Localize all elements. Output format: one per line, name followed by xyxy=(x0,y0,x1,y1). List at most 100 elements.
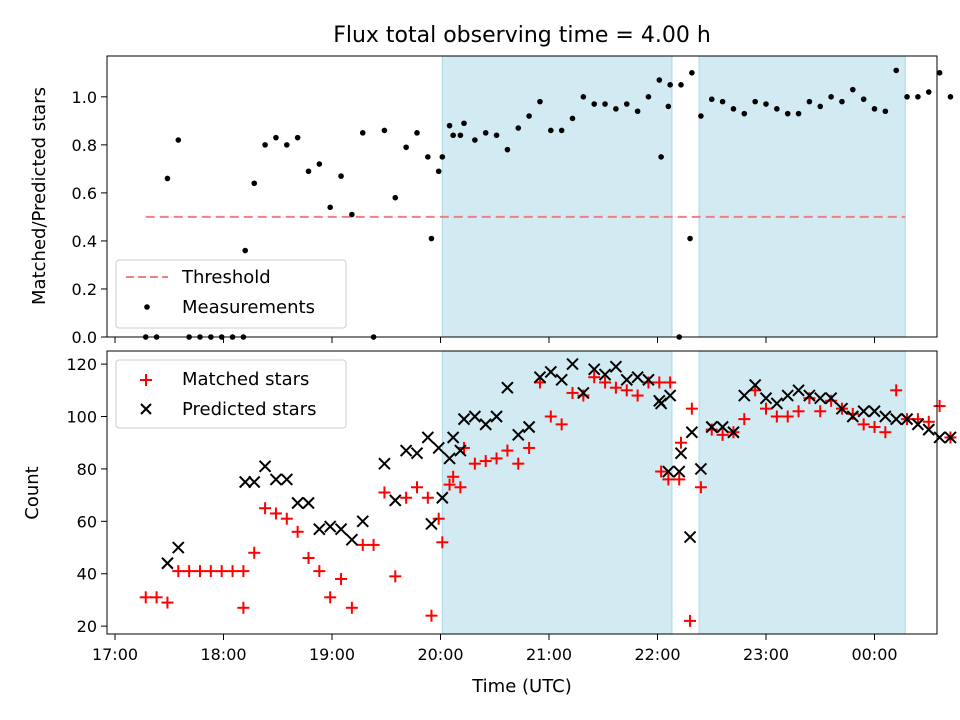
predicted-stars-point xyxy=(555,373,568,387)
measurement-point xyxy=(558,127,565,134)
matched-stars-point xyxy=(183,565,196,578)
measurement-point xyxy=(665,103,672,110)
measurement-point xyxy=(446,122,453,129)
predicted-stars-point xyxy=(577,386,590,400)
predicted-stars-point xyxy=(598,368,612,381)
measurement-point xyxy=(817,103,824,110)
legend-threshold-label: Threshold xyxy=(181,267,271,288)
measurement-point xyxy=(904,94,910,100)
predicted-stars-point xyxy=(522,420,536,434)
predicted-stars-point xyxy=(313,522,326,536)
predicted-stars-point xyxy=(238,475,252,489)
measurement-point xyxy=(316,161,323,167)
y-tick-label: 0.0 xyxy=(72,328,97,347)
predicted-stars-point xyxy=(654,397,668,410)
predicted-stars-point xyxy=(356,515,369,528)
measurement-point xyxy=(658,154,664,160)
matched-stars-point xyxy=(248,546,261,559)
predicted-stars-point xyxy=(716,420,729,434)
matched-stars-point xyxy=(588,371,601,384)
predicted-stars-point xyxy=(900,412,914,426)
matched-stars-point xyxy=(781,410,794,423)
x-tick-label: 18:00 xyxy=(200,645,246,664)
measurement-point xyxy=(708,96,715,103)
predicted-stars-point xyxy=(781,389,794,402)
predicted-stars-point xyxy=(446,431,460,444)
predicted-stars-point xyxy=(378,457,391,470)
predicted-stars-point xyxy=(944,431,957,444)
y-tick-label: 0.4 xyxy=(72,232,97,251)
matched-stars-point xyxy=(544,410,557,423)
measurement-point xyxy=(784,110,791,117)
matched-stars-point xyxy=(694,481,707,494)
legend-measurements-label: Measurements xyxy=(182,297,315,318)
observing-window-2 xyxy=(698,55,906,338)
measurement-point xyxy=(698,113,704,119)
measurement-point xyxy=(548,127,554,134)
predicted-stars-point xyxy=(694,462,708,476)
matched-stars-point xyxy=(389,570,402,583)
x-tick-label: 00:00 xyxy=(851,645,897,664)
predicted-stars-point xyxy=(501,381,514,394)
predicted-stars-point xyxy=(631,370,644,384)
predicted-stars-point xyxy=(399,444,413,457)
y-tick-label: 100 xyxy=(66,408,97,427)
matched-stars-point xyxy=(479,455,492,468)
predicted-stars-point xyxy=(727,426,740,439)
matched-stars-point xyxy=(653,376,666,389)
y-tick-label: 60 xyxy=(77,512,97,531)
measurement-point xyxy=(645,94,652,100)
predicted-stars-point xyxy=(674,446,688,460)
x-tick-label: 20:00 xyxy=(417,645,463,664)
matched-stars-point xyxy=(259,502,272,515)
predicted-stars-point xyxy=(302,496,315,510)
count-y-axis-label: Count xyxy=(22,466,43,519)
measurement-point xyxy=(580,94,587,100)
chart-title: Flux total observing time = 4.00 h xyxy=(333,23,711,48)
predicted-stars-point xyxy=(512,428,525,442)
ratio-panel-frame xyxy=(106,55,938,338)
matched-stars-point xyxy=(655,465,668,478)
measurement-point xyxy=(860,96,867,103)
matched-stars-point xyxy=(716,428,729,441)
measurement-point xyxy=(730,106,737,112)
matched-stars-point xyxy=(685,402,698,415)
measurement-point xyxy=(656,77,663,83)
measurement-point xyxy=(403,144,409,151)
measurement-point xyxy=(689,70,695,76)
legend-predicted-swatch xyxy=(140,403,152,415)
matched-stars-point xyxy=(172,565,185,578)
measurement-point xyxy=(634,108,641,115)
matched-stars-point xyxy=(324,591,337,604)
matched-stars-point xyxy=(523,441,536,454)
matched-stars-point xyxy=(139,591,152,604)
measurement-point xyxy=(381,127,388,134)
predicted-stars-point xyxy=(490,410,503,423)
measurement-point xyxy=(504,146,511,153)
x-tick-label: 19:00 xyxy=(309,645,355,664)
predicted-stars-point xyxy=(248,475,261,489)
matched-stars-point xyxy=(684,614,697,627)
measurement-point xyxy=(806,98,813,105)
matched-stars-point xyxy=(792,405,805,418)
measurement-point xyxy=(687,235,693,242)
y-tick-label: 40 xyxy=(77,565,97,584)
matched-stars-point xyxy=(664,376,677,389)
measurement-point xyxy=(936,70,943,76)
predicted-stars-point xyxy=(544,365,558,379)
matched-stars-point xyxy=(400,491,413,504)
predicted-stars-point xyxy=(334,522,348,536)
measurement-point xyxy=(414,130,420,136)
matched-stars-point xyxy=(512,457,525,470)
predicted-stars-point xyxy=(258,460,272,473)
legend-matched-label: Matched stars xyxy=(182,369,309,390)
count-legend: Matched stars Predicted stars xyxy=(115,359,347,429)
predicted-stars-point xyxy=(457,412,471,426)
measurement-point xyxy=(569,115,576,122)
predicted-stars-point xyxy=(770,397,784,410)
measurement-point xyxy=(273,134,279,141)
measurement-point xyxy=(828,94,834,100)
measurement-point xyxy=(493,132,500,139)
measurement-point xyxy=(893,67,899,74)
